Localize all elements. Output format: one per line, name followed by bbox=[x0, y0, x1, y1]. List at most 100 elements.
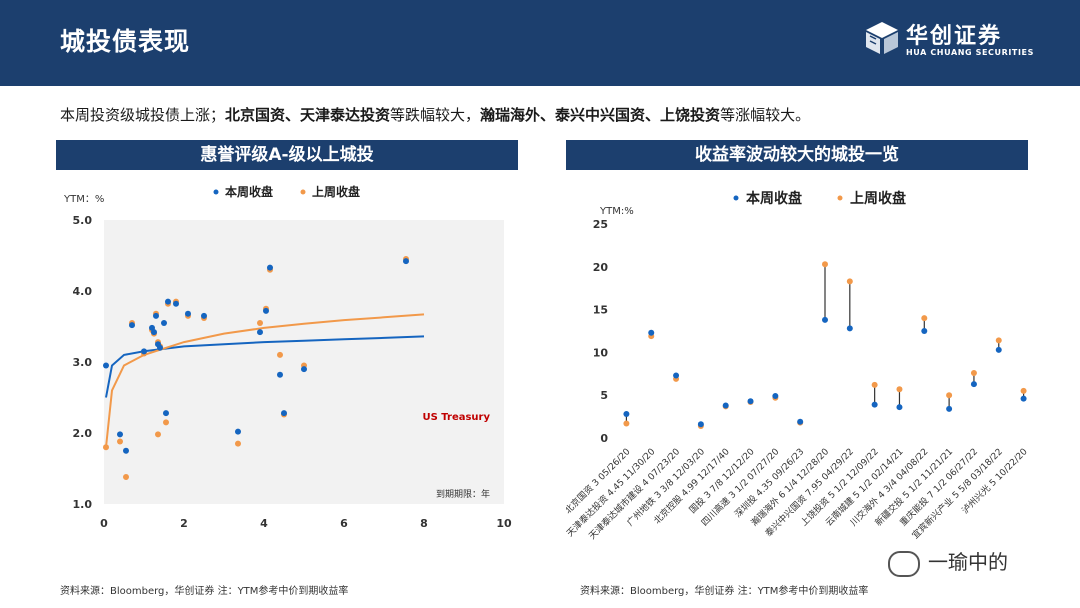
point-this-week bbox=[403, 258, 409, 265]
point-this-week bbox=[896, 404, 903, 411]
point-this-week bbox=[946, 405, 953, 412]
point-last-week bbox=[896, 386, 903, 393]
legend-label-this-week: 本周收盘 bbox=[746, 190, 802, 207]
point-this-week bbox=[697, 421, 704, 428]
point-this-week bbox=[103, 362, 109, 369]
point-this-week bbox=[921, 328, 928, 334]
point-this-week bbox=[673, 372, 680, 379]
point-this-week bbox=[161, 319, 167, 326]
header-bar: 城投债表现 华创证券 HUA CHUANG SECURITIES bbox=[0, 0, 1080, 86]
page-title: 城投债表现 bbox=[60, 27, 191, 56]
point-last-week bbox=[822, 261, 828, 268]
legend-marker-last-week bbox=[837, 195, 843, 201]
fit-curve bbox=[105, 335, 425, 398]
right-chart-title: 收益率波动较大的城投一览 bbox=[566, 140, 1028, 170]
right-footnote: 资料来源：Bloomberg，华创证券 注：YTM参考中价到期收益率 bbox=[580, 586, 869, 597]
y-axis-label: YTM：% bbox=[63, 194, 104, 205]
legend-label-this-week: 本周收盘 bbox=[225, 184, 273, 199]
point-last-week bbox=[995, 337, 1002, 344]
point-last-week bbox=[123, 474, 129, 481]
x-tick-label: 6 bbox=[340, 517, 348, 530]
point-last-week bbox=[623, 420, 630, 427]
point-last-week bbox=[235, 440, 241, 447]
point-this-week bbox=[277, 371, 283, 378]
point-this-week bbox=[846, 325, 853, 332]
point-last-week bbox=[846, 278, 853, 285]
category-label: 天津泰达城市建设 4 07/23/20 bbox=[586, 445, 682, 541]
point-this-week bbox=[201, 312, 207, 319]
point-this-week bbox=[797, 418, 804, 425]
point-this-week bbox=[173, 300, 179, 307]
point-this-week bbox=[747, 398, 754, 405]
treasury-annotation: US Treasury bbox=[422, 412, 490, 423]
point-this-week bbox=[129, 322, 135, 329]
legend-marker-this-week bbox=[213, 189, 219, 195]
y-tick-label: 4.0 bbox=[73, 285, 93, 298]
x-tick-label: 0 bbox=[100, 517, 108, 530]
point-last-week bbox=[946, 392, 953, 399]
y-tick-label: 20 bbox=[593, 261, 609, 274]
left-chart-title: 惠誉评级A-级以上城投 bbox=[56, 140, 518, 170]
wechat-icon bbox=[888, 550, 920, 577]
logo-icon bbox=[866, 22, 898, 54]
point-last-week bbox=[117, 438, 123, 445]
point-this-week bbox=[163, 410, 169, 417]
point-this-week bbox=[995, 346, 1002, 353]
legend-marker-this-week bbox=[733, 195, 739, 201]
point-last-week bbox=[257, 319, 263, 326]
y-tick-label: 15 bbox=[593, 304, 608, 317]
point-this-week bbox=[970, 381, 977, 388]
point-this-week bbox=[123, 447, 129, 454]
point-this-week bbox=[257, 329, 263, 336]
point-this-week bbox=[648, 329, 655, 336]
y-tick-label: 10 bbox=[593, 346, 609, 359]
point-last-week bbox=[970, 369, 977, 376]
x-tick-label: 10 bbox=[496, 517, 512, 530]
point-this-week bbox=[822, 316, 828, 323]
point-this-week bbox=[1020, 395, 1027, 402]
y-tick-label: 5 bbox=[600, 389, 608, 402]
left-scatter-chart: YTM：% 1.0 2.0 3.0 4.0 5.0 0 2 4 6 8 10 本周收盘 上周收盘 US Tr… bbox=[63, 184, 512, 530]
point-this-week bbox=[623, 411, 630, 418]
watermark: 一瑜中的 bbox=[888, 546, 1008, 577]
point-last-week bbox=[155, 431, 161, 438]
point-last-week bbox=[163, 419, 169, 426]
x-tick-label: 2 bbox=[180, 517, 188, 530]
logo-text-cn: 华创证券 bbox=[906, 24, 1003, 49]
point-this-week bbox=[153, 312, 159, 319]
point-this-week bbox=[157, 344, 163, 351]
legend-marker-last-week bbox=[300, 189, 306, 195]
x-axis-label: 到期期限：年 bbox=[436, 488, 490, 500]
fit-curve bbox=[105, 313, 425, 448]
point-this-week bbox=[165, 298, 171, 305]
left-footnote: 资料来源：Bloomberg，华创证券 注：YTM参考中价到期收益率 bbox=[60, 586, 349, 597]
point-this-week bbox=[263, 307, 269, 314]
point-this-week bbox=[772, 393, 779, 400]
y-tick-label: 3.0 bbox=[73, 356, 93, 369]
point-this-week bbox=[141, 348, 147, 355]
point-last-week bbox=[871, 381, 878, 388]
point-this-week bbox=[722, 402, 729, 409]
summary-bold-1: 北京国资、天津泰达投资 bbox=[225, 106, 391, 124]
point-this-week bbox=[281, 410, 287, 417]
summary-part-3: 等涨幅较大。 bbox=[720, 106, 811, 124]
y-tick-label: 1.0 bbox=[73, 498, 93, 511]
point-last-week bbox=[103, 444, 109, 451]
point-last-week bbox=[921, 315, 928, 322]
point-this-week bbox=[235, 428, 241, 435]
watermark-text: 一瑜中的 bbox=[928, 550, 1008, 574]
plot-area bbox=[104, 220, 504, 504]
summary-text: 本周投资级城投债上涨；北京国资、天津泰达投资等跌幅较大，瀚瑞海外、泰兴中兴国资、… bbox=[60, 104, 810, 125]
point-this-week bbox=[871, 401, 878, 408]
point-this-week bbox=[301, 366, 307, 373]
point-this-week bbox=[185, 310, 191, 317]
company-logo: 华创证券 HUA CHUANG SECURITIES bbox=[862, 18, 1042, 62]
x-tick-label: 4 bbox=[260, 517, 268, 530]
logo-text-en: HUA CHUANG SECURITIES bbox=[906, 48, 1034, 57]
point-last-week bbox=[277, 351, 283, 358]
summary-bold-2: 瀚瑞海外、泰兴中兴国资、上饶投资 bbox=[480, 106, 721, 124]
y-axis-label: YTM:% bbox=[599, 206, 634, 217]
y-tick-label: 0 bbox=[600, 432, 608, 445]
point-this-week bbox=[267, 264, 273, 271]
